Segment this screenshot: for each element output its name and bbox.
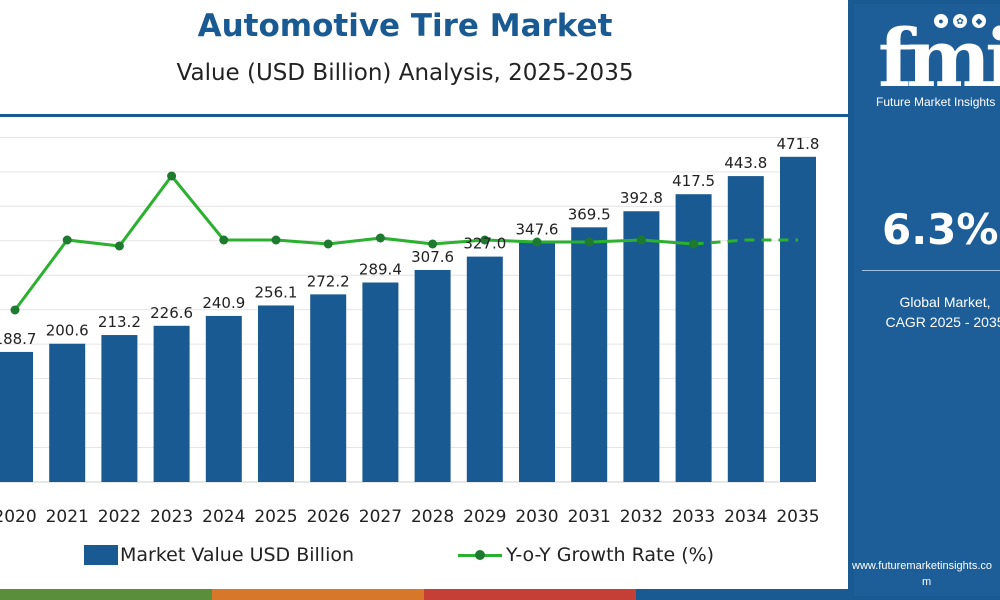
data-label-2022: 213.2 (98, 313, 141, 331)
x-tick-2023: 2023 (150, 507, 193, 527)
bar-2022 (101, 335, 138, 482)
legend-bar-label: Market Value USD Billion (120, 544, 355, 566)
data-label-2030: 347.6 (516, 220, 559, 238)
bar-2028 (414, 269, 451, 482)
leaf-icon: ✿ (953, 14, 967, 28)
growth-point-2027 (375, 233, 385, 243)
cagr-label-line1: Global Market, (899, 294, 991, 310)
data-label-2034: 443.8 (724, 154, 767, 172)
bar-2020 (0, 351, 33, 482)
growth-point-2029 (480, 235, 490, 245)
growth-line-series (10, 171, 798, 315)
x-tick-2031: 2031 (568, 507, 611, 527)
website-link-line1[interactable]: www.futuremarketinsights.co (852, 560, 992, 572)
growth-line-projected (693, 238, 798, 246)
bar-2021 (49, 343, 86, 482)
data-label-2029: 327.0 (463, 235, 506, 253)
x-tick-2026: 2026 (307, 507, 350, 527)
bar-2026 (310, 294, 347, 482)
chart-subtitle: Value (USD Billion) Analysis, 2025-2035 (176, 60, 634, 86)
x-tick-2032: 2032 (620, 507, 663, 527)
legend-bar[interactable]: Market Value USD Billion (84, 541, 354, 569)
x-tick-2033: 2033 (672, 507, 715, 527)
growth-point-2022 (114, 241, 124, 251)
growth-point-2033 (689, 239, 699, 249)
bottom-color-strip (0, 589, 848, 600)
chart-area: 188.7 200.6 213.2 226.6 240.9 256.1 272.2 289.4… (0, 135, 820, 527)
data-label-2031: 369.5 (568, 205, 611, 223)
bar-2035 (780, 156, 816, 482)
logo-icons: ● ✿ ◆ (934, 14, 986, 28)
growth-point-2030 (532, 237, 542, 247)
bar-2032 (623, 211, 660, 482)
growth-line-actual (13, 173, 694, 311)
x-tick-2030: 2030 (515, 507, 558, 527)
growth-point-2021 (62, 235, 72, 245)
bar-series (0, 156, 816, 482)
x-tick-2022: 2022 (98, 507, 141, 527)
data-labels: 188.7 200.6 213.2 226.6 240.9 256.1 272.2 289.4… (0, 135, 819, 348)
x-tick-2028: 2028 (411, 507, 454, 527)
cart-icon: ◆ (972, 14, 986, 28)
fmi-logo: fmi (878, 11, 1000, 105)
data-label-2028: 307.6 (411, 248, 454, 266)
legend-line[interactable]: Y-o-Y Growth Rate (%) (458, 541, 714, 569)
growth-point-2023 (167, 171, 177, 181)
growth-point-2026 (323, 239, 333, 249)
bar-2034 (727, 176, 764, 482)
data-label-2025: 256.1 (255, 283, 298, 301)
bar-2030 (519, 242, 555, 482)
data-label-2021: 200.6 (46, 322, 89, 340)
data-label-2024: 240.9 (202, 294, 245, 312)
legend-line-label: Y-o-Y Growth Rate (%) (506, 544, 715, 566)
title-divider (0, 114, 848, 117)
x-tick-2035: 2035 (776, 507, 819, 527)
x-tick-2024: 2024 (202, 507, 245, 527)
cagr-label-line2: CAGR 2025 - 2035 (885, 314, 1000, 330)
growth-point-2031 (584, 237, 594, 247)
bar-2023 (153, 325, 190, 482)
website-link-line2[interactable]: m (922, 576, 932, 588)
x-tick-2021: 2021 (46, 507, 89, 527)
side-panel (848, 0, 1000, 600)
data-label-2020: 188.7 (0, 330, 36, 348)
bar-2025 (258, 305, 294, 482)
data-label-2027: 289.4 (359, 261, 402, 279)
legend-bar-swatch (84, 545, 118, 565)
legend-line-swatch (458, 545, 502, 565)
x-tick-2027: 2027 (359, 507, 402, 527)
bar-2027 (362, 282, 399, 482)
bar-2031 (571, 227, 608, 482)
data-label-2032: 392.8 (620, 189, 663, 207)
growth-point-2028 (428, 239, 438, 249)
bar-2024 (205, 315, 242, 482)
data-label-2026: 272.2 (307, 272, 350, 290)
growth-point-2025 (271, 235, 281, 245)
cagr-value: 6.3% (882, 205, 999, 254)
logo-company-name: Future Market Insights (876, 95, 996, 109)
data-label-2023: 226.6 (150, 304, 193, 322)
panel-divider (862, 270, 1000, 271)
growth-point-2020 (10, 305, 20, 315)
growth-point-2032 (636, 235, 646, 245)
growth-point-2024 (219, 235, 229, 245)
chart-title: Automotive Tire Market (197, 8, 613, 44)
drop-icon: ● (934, 14, 948, 28)
bar-2029 (466, 256, 503, 482)
x-tick-2029: 2029 (463, 507, 506, 527)
bar-2033 (675, 194, 712, 482)
data-label-2033: 417.5 (672, 172, 715, 190)
data-label-2035: 471.8 (777, 135, 820, 153)
x-tick-2034: 2034 (724, 507, 767, 527)
x-tick-2025: 2025 (254, 507, 297, 527)
